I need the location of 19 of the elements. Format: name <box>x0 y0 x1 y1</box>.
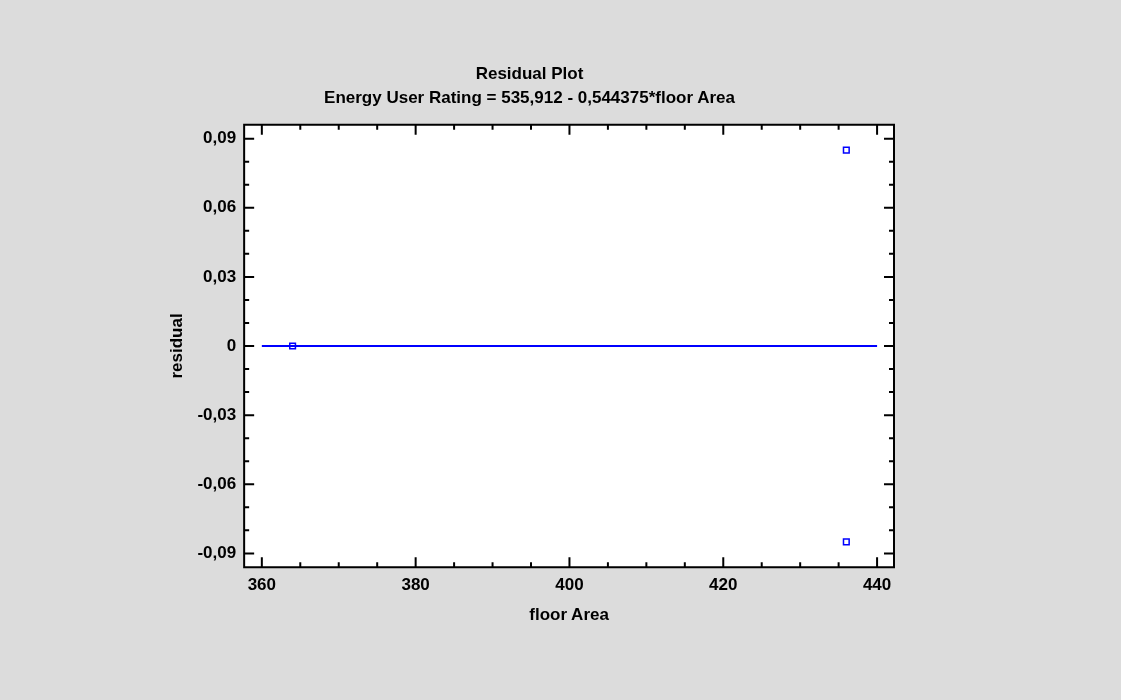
y-tick-label: 0,03 <box>203 266 237 286</box>
y-tick-label: 0,09 <box>203 128 237 148</box>
y-tick-label: 0,06 <box>203 197 237 217</box>
x-tick-label: 360 <box>247 575 277 595</box>
x-tick-label: 380 <box>401 575 430 595</box>
chart-subtitle: Energy User Rating = 535,912 - 0,544375*floor Area <box>324 88 736 108</box>
y-tick-label: -0,09 <box>197 543 237 563</box>
x-tick-label: 400 <box>555 575 584 595</box>
y-tick-label: 0 <box>226 335 237 355</box>
x-tick-label: 440 <box>862 575 892 595</box>
y-axis-title: residual <box>166 313 186 379</box>
chart-title: Residual Plot <box>475 63 584 83</box>
x-axis-title: floor Area <box>529 605 610 625</box>
x-tick-label: 420 <box>709 575 738 595</box>
point <box>842 538 850 546</box>
point <box>842 146 850 154</box>
y-tick-label: -0,03 <box>197 404 237 424</box>
point <box>289 342 297 350</box>
y-tick-label: -0,06 <box>197 473 237 493</box>
